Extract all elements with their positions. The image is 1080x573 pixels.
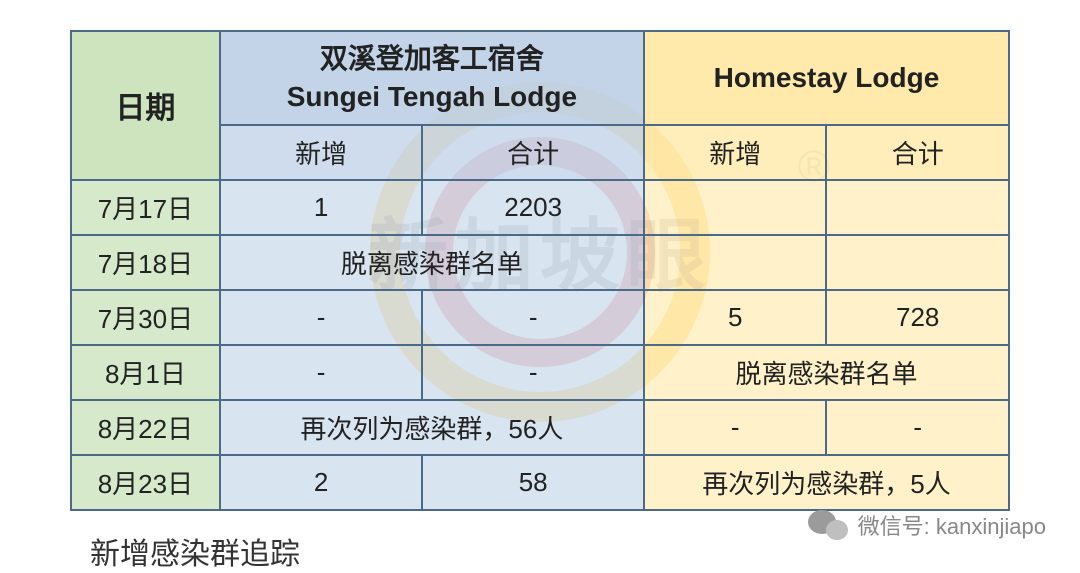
- table-row: 7月30日 - - 5 728: [71, 290, 1009, 345]
- cell-date: 8月1日: [71, 345, 220, 400]
- cell-stl-new: 2: [220, 455, 423, 510]
- cell-home-new: -: [644, 400, 826, 455]
- cell-home-total: [826, 235, 1009, 290]
- cell-stl-merged: 脱离感染群名单: [220, 235, 644, 290]
- header-stl-en: Sungei Tengah Lodge: [287, 81, 577, 112]
- subheader-stl-total: 合计: [422, 125, 644, 180]
- wechat-label: 微信号:: [858, 514, 930, 539]
- cell-home-total: -: [826, 400, 1009, 455]
- table-row: 8月22日 再次列为感染群，56人 - -: [71, 400, 1009, 455]
- table-row: 8月1日 - - 脱离感染群名单: [71, 345, 1009, 400]
- cell-stl-new: -: [220, 290, 423, 345]
- wechat-id: kanxinjiapo: [936, 514, 1046, 539]
- table-row: 7月17日 1 2203: [71, 180, 1009, 235]
- wechat-attribution: 微信号: kanxinjiapo: [808, 508, 1046, 542]
- wechat-icon: [808, 508, 848, 542]
- cell-home-merged: 脱离感染群名单: [644, 345, 1009, 400]
- header-homestay: Homestay Lodge: [644, 31, 1009, 125]
- header-sungei-tengah: 双溪登加客工宿舍 Sungei Tengah Lodge: [220, 31, 644, 125]
- subheader-home-total: 合计: [826, 125, 1009, 180]
- subheader-home-new: 新增: [644, 125, 826, 180]
- cell-stl-merged: 再次列为感染群，56人: [220, 400, 644, 455]
- cell-date: 8月22日: [71, 400, 220, 455]
- cell-stl-total: -: [422, 345, 644, 400]
- subheader-stl-new: 新增: [220, 125, 423, 180]
- table-row: 8月23日 2 58 再次列为感染群，5人: [71, 455, 1009, 510]
- cell-date: 7月17日: [71, 180, 220, 235]
- header-date: 日期: [71, 31, 220, 180]
- cell-home-new: [644, 235, 826, 290]
- cell-home-total: [826, 180, 1009, 235]
- cell-stl-new: 1: [220, 180, 423, 235]
- cell-stl-total: 58: [422, 455, 644, 510]
- cell-home-new: [644, 180, 826, 235]
- cell-date: 7月18日: [71, 235, 220, 290]
- cell-home-total: 728: [826, 290, 1009, 345]
- wechat-text: 微信号: kanxinjiapo: [858, 509, 1046, 541]
- header-stl-cn: 双溪登加客工宿舍: [320, 43, 544, 74]
- cell-home-merged: 再次列为感染群，5人: [644, 455, 1009, 510]
- cell-stl-total: 2203: [422, 180, 644, 235]
- cell-stl-new: -: [220, 345, 423, 400]
- cell-home-new: 5: [644, 290, 826, 345]
- cell-date: 7月30日: [71, 290, 220, 345]
- cluster-tracking-table: 日期 双溪登加客工宿舍 Sungei Tengah Lodge Homestay…: [0, 0, 1080, 511]
- cell-date: 8月23日: [71, 455, 220, 510]
- table-row: 7月18日 脱离感染群名单: [71, 235, 1009, 290]
- cell-stl-total: -: [422, 290, 644, 345]
